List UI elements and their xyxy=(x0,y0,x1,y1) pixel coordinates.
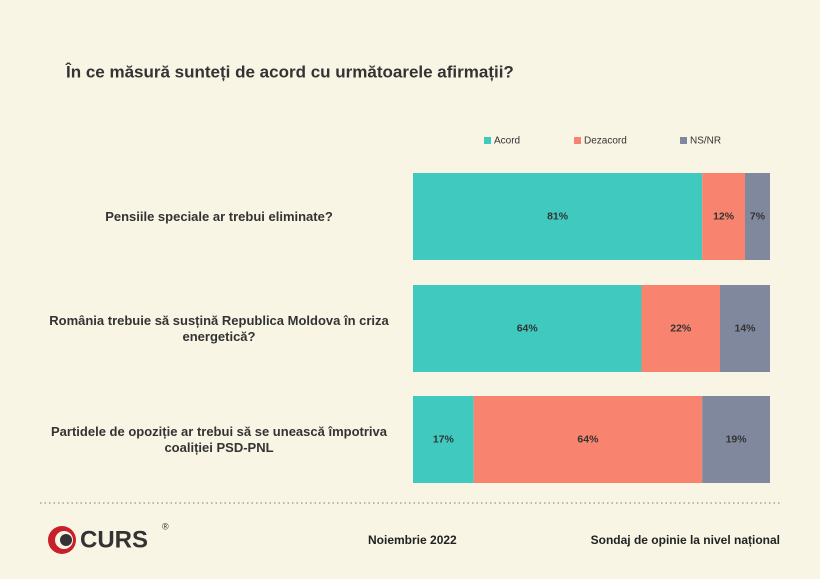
value-label: 64% xyxy=(517,322,539,334)
category-label: România trebuie să susțină Republica Mol… xyxy=(49,312,389,344)
category-label: Pensiile speciale ar trebui eliminate? xyxy=(105,208,333,224)
category-label: Partidele de opoziție ar trebui să se un… xyxy=(51,423,387,455)
bar-segment xyxy=(720,285,770,372)
footer-source: Sondaj de opinie la nivel național xyxy=(590,533,780,547)
bar-segment xyxy=(413,173,703,260)
value-label: 64% xyxy=(577,433,599,445)
bar-segment xyxy=(413,285,642,372)
value-label: 17% xyxy=(433,433,455,445)
legend-label: Dezacord xyxy=(584,136,627,147)
bar-segment xyxy=(745,173,770,260)
logo-icon xyxy=(48,526,76,554)
footer-date: Noiembrie 2022 xyxy=(368,533,457,547)
logo-text: CURS xyxy=(80,526,148,553)
logo-registered: ® xyxy=(162,521,169,531)
value-label: 22% xyxy=(670,322,692,334)
value-label: 14% xyxy=(735,322,757,334)
value-label: 81% xyxy=(547,210,569,222)
value-label: 19% xyxy=(726,433,748,445)
legend-swatch xyxy=(574,137,581,144)
legend-swatch xyxy=(680,137,687,144)
bar-segment xyxy=(413,396,474,483)
legend-label: Acord xyxy=(494,136,520,147)
bar-segment xyxy=(641,285,721,372)
value-label: 7% xyxy=(750,210,766,222)
value-label: 12% xyxy=(713,210,735,222)
bar-segment xyxy=(702,396,770,483)
legend-swatch xyxy=(484,137,491,144)
bar-segment xyxy=(473,396,703,483)
bar-segment xyxy=(702,173,746,260)
legend-label: NS/NR xyxy=(690,136,721,147)
chart-title: În ce măsură sunteți de acord cu următoa… xyxy=(65,62,514,81)
